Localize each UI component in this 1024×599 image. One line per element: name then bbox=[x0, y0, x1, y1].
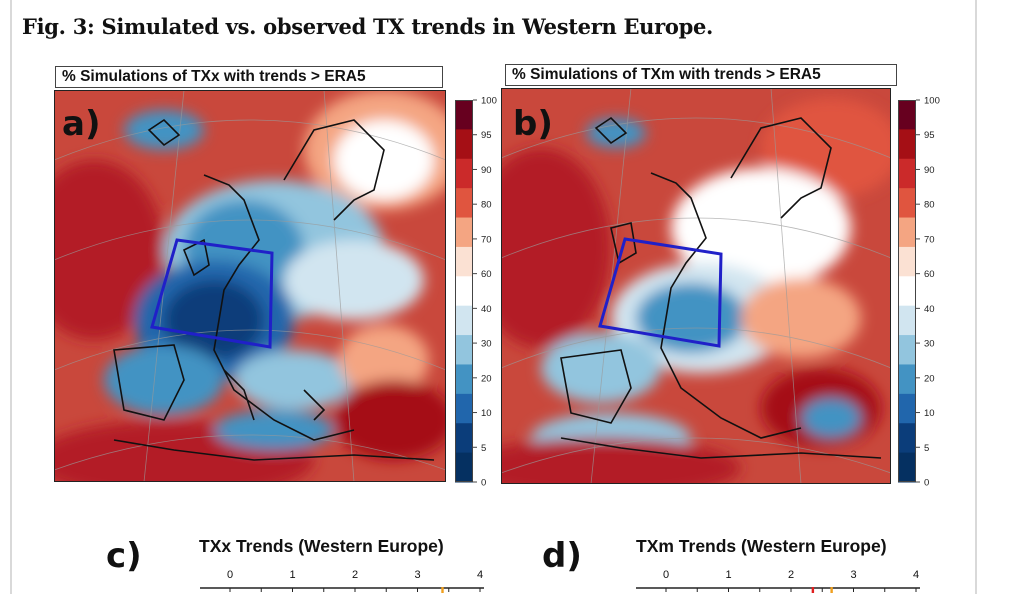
panel-b-title: % Simulations of TXm with trends > ERA5 bbox=[505, 64, 897, 86]
panel-d-tick-label: 3 bbox=[850, 569, 856, 581]
colorbar-a-swatch bbox=[455, 393, 473, 424]
panel-c-tick-label: 0 bbox=[227, 569, 233, 581]
colorbar-b-swatch bbox=[898, 188, 916, 219]
panel-d-label: d) bbox=[542, 536, 582, 576]
panel-c-tick-label: 2 bbox=[352, 569, 358, 581]
colorbar-b-tick-label: 95 bbox=[924, 130, 935, 141]
map-panel-b bbox=[501, 88, 891, 484]
colorbar-b-tick-label: 100 bbox=[924, 96, 940, 107]
colorbar-a-tick-label: 30 bbox=[481, 339, 492, 350]
colorbar-b-swatch bbox=[898, 335, 916, 365]
colorbar-b-tick-label: 80 bbox=[924, 200, 935, 211]
colorbar-b-swatch bbox=[898, 364, 916, 395]
panel-d-tick-label: 2 bbox=[788, 569, 794, 581]
colorbar-b-tick-label: 90 bbox=[924, 165, 935, 176]
panel-d-tick-label: 4 bbox=[913, 569, 919, 581]
panel-d-marker bbox=[830, 587, 833, 593]
panel-a-title: % Simulations of TXx with trends > ERA5 bbox=[55, 66, 443, 88]
panel-d-marker bbox=[811, 587, 815, 593]
colorbar-a-tick-label: 20 bbox=[481, 373, 492, 384]
colorbar-a-swatch bbox=[455, 305, 473, 336]
panel-d-tick-label: 0 bbox=[663, 569, 669, 581]
page-border-right bbox=[975, 0, 977, 594]
map-panel-a bbox=[54, 90, 446, 482]
panel-a-label: a) bbox=[62, 104, 101, 144]
colorbar-a-swatch bbox=[455, 335, 473, 365]
panel-c-tick-label: 1 bbox=[289, 569, 295, 581]
colorbar-b-tick-label: 40 bbox=[924, 304, 935, 315]
colorbar-b-swatch bbox=[898, 276, 916, 307]
panel-c-tick-label: 3 bbox=[414, 569, 420, 581]
colorbar-a-tick-label: 10 bbox=[481, 408, 492, 419]
figure-caption: Fig. 3: Simulated vs. observed TX trends… bbox=[22, 14, 714, 39]
colorbar-b-swatch bbox=[898, 452, 916, 483]
colorbar-b-swatch bbox=[898, 423, 916, 454]
colorbar-a-tick-label: 5 bbox=[481, 443, 486, 454]
panel-c-tick-label: 4 bbox=[477, 569, 483, 581]
colorbar-b-swatch bbox=[898, 246, 916, 277]
colorbar-a-tick-label: 95 bbox=[481, 130, 492, 141]
colorbar-a-tick-label: 70 bbox=[481, 234, 492, 245]
colorbar-b-tick-label: 70 bbox=[924, 234, 935, 245]
colorbar-b-tick-label: 10 bbox=[924, 408, 935, 419]
panel-c-label: c) bbox=[106, 536, 142, 576]
colorbar-a-swatch bbox=[455, 423, 473, 454]
colorbar-a-swatch bbox=[455, 246, 473, 277]
colorbar-a-swatch bbox=[455, 452, 473, 483]
colorbar-b-swatch bbox=[898, 305, 916, 336]
colorbar-a: 100 95 90 80 70 60 40 30 20 10 5 0 bbox=[455, 94, 507, 495]
colorbar-b-swatch bbox=[898, 158, 916, 189]
colorbar-b-tick-label: 5 bbox=[924, 443, 929, 454]
colorbar-a-tick-label: 40 bbox=[481, 304, 492, 315]
colorbar-a-tick-label: 80 bbox=[481, 200, 492, 211]
panel-c-marker bbox=[441, 587, 444, 593]
colorbar-a-swatch bbox=[455, 188, 473, 219]
colorbar-b-tick-label: 60 bbox=[924, 269, 935, 280]
panel-d-axis: 0 1 2 3 4 bbox=[632, 564, 927, 599]
colorbar-a-tick-label: 60 bbox=[481, 269, 492, 280]
colorbar-a-swatch bbox=[455, 100, 473, 130]
colorbar-a-tick-label: 100 bbox=[481, 96, 497, 107]
colorbar-b-tick-label: 0 bbox=[924, 478, 929, 489]
colorbar-b-swatch bbox=[898, 129, 916, 160]
page-border-left bbox=[10, 0, 12, 594]
colorbar-a-swatch bbox=[455, 276, 473, 307]
panel-c-axis: 0 1 2 3 4 bbox=[196, 564, 486, 599]
colorbar-b: 100 95 90 80 70 60 40 30 20 10 5 0 bbox=[898, 94, 950, 495]
colorbar-b-swatch bbox=[898, 100, 916, 130]
panel-d-title: TXm Trends (Western Europe) bbox=[636, 536, 887, 556]
panel-d-tick-label: 1 bbox=[725, 569, 731, 581]
colorbar-a-swatch bbox=[455, 364, 473, 395]
colorbar-a-swatch bbox=[455, 217, 473, 248]
panel-c-title: TXx Trends (Western Europe) bbox=[199, 536, 444, 556]
colorbar-b-tick-label: 30 bbox=[924, 339, 935, 350]
colorbar-b-swatch bbox=[898, 217, 916, 248]
colorbar-b-tick-label: 20 bbox=[924, 373, 935, 384]
colorbar-a-swatch bbox=[455, 129, 473, 160]
colorbar-a-tick-label: 90 bbox=[481, 165, 492, 176]
colorbar-b-swatch bbox=[898, 393, 916, 424]
colorbar-a-tick-label: 0 bbox=[481, 478, 486, 489]
colorbar-a-swatch bbox=[455, 158, 473, 189]
panel-b-label: b) bbox=[513, 104, 553, 144]
